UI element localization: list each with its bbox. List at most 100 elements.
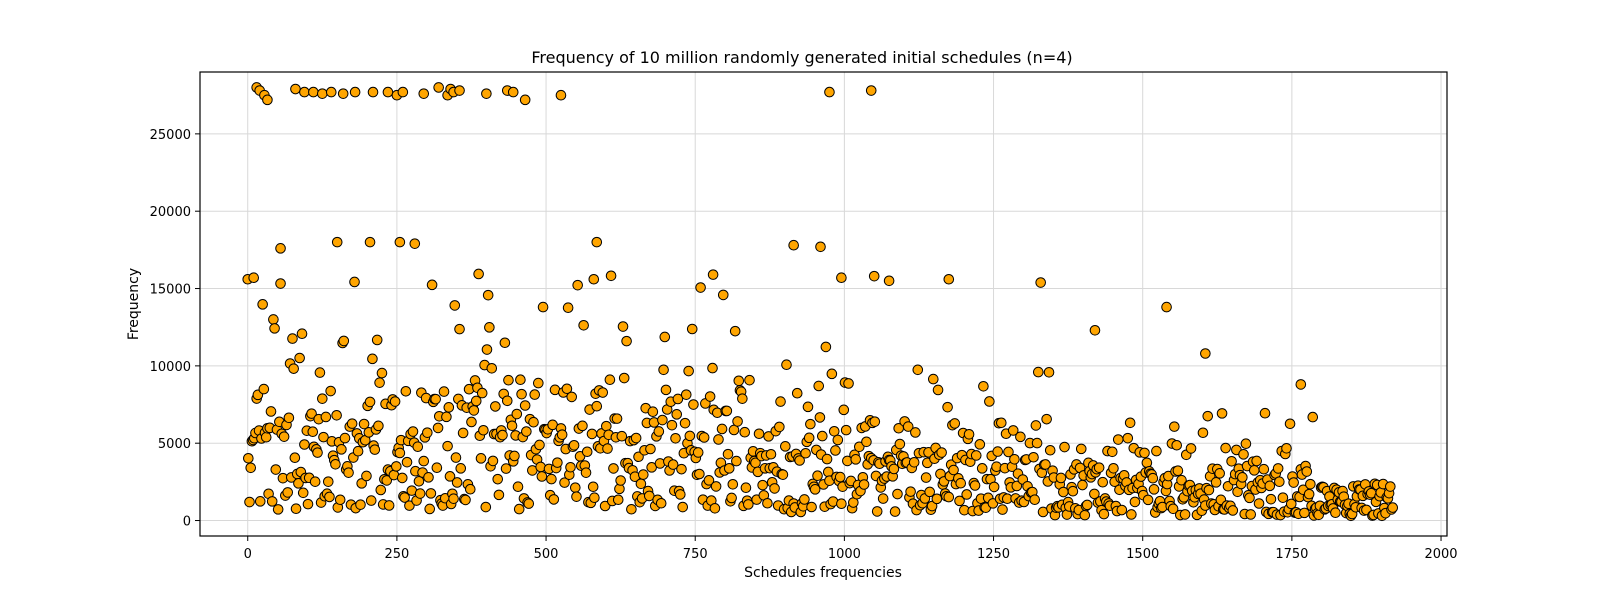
scatter-point [556,429,568,440]
scatter-point [861,436,872,448]
scatter-point [1285,498,1297,510]
scatter-point [686,323,698,335]
scatter-point [290,83,301,95]
scatter-point [1106,446,1118,458]
scatter-point [828,425,840,437]
scatter-point [1185,443,1197,454]
scatter-point [727,478,739,490]
scatter-point [325,385,336,397]
scatter-point [729,325,741,337]
scatter-point [1126,509,1137,520]
scatter-point [813,380,825,392]
scatter-point [536,471,548,482]
scatter-point [688,399,699,410]
scatter-point [679,417,691,429]
scatter-point [955,477,967,489]
scatter-point [364,236,376,248]
scatter-point [487,455,499,467]
scatter-point [449,300,461,311]
scatter-point [657,414,668,426]
scatter-point [309,476,321,487]
scatter-point [633,451,644,463]
scatter-point [457,427,469,439]
y-tick-label: 0 [183,515,191,530]
scatter-point [511,408,523,420]
scatter-point [1003,446,1014,458]
scatter-point [1029,494,1041,505]
scatter-point [265,406,277,417]
scatter-point [817,430,828,442]
scatter-point [367,353,378,365]
scatter-point [244,496,255,508]
scatter-point [677,501,688,513]
scatter-point [382,86,394,98]
scatter-point [365,495,377,506]
scatter-point [1264,480,1276,492]
scatter-point [1265,493,1277,505]
scatter-point [1245,509,1257,520]
scatter-point [308,86,319,98]
x-axis-label: Schedules frequencies [744,565,902,581]
scatter-point [506,420,518,432]
scatter-point [331,236,343,248]
scatter-point [963,428,975,440]
scatter-point [367,86,379,98]
scatter-point [320,411,332,423]
scatter-point [840,424,852,436]
scatter-point [1295,379,1307,390]
scatter-point [794,455,805,466]
scatter-point [698,432,710,443]
scatter-point [512,481,524,493]
scatter-point [865,85,877,96]
scatter-point [830,445,841,456]
scatter-point [473,268,484,280]
scatter-point [703,475,715,486]
scatter-point [269,323,280,334]
scatter-point [266,496,278,507]
scatter-point [1226,455,1237,467]
scatter-point [394,447,406,459]
scatter-point [615,475,626,486]
scatter-point [424,503,436,515]
scatter-point [850,454,862,465]
scatter-point [820,341,832,353]
scatter-point [737,393,748,404]
scatter-point [984,396,995,407]
scatter-point [774,421,785,433]
scatter-point [618,372,630,384]
scatter-point [521,426,532,437]
scatter-point [740,482,752,494]
scatter-point [243,452,254,464]
scatter-point [1044,444,1056,456]
scatter-point [655,497,667,509]
scatter-point [443,402,455,413]
scatter-point [731,455,742,467]
scatter-point [314,367,326,378]
scatter-point [1059,441,1070,453]
scatter-point [1122,432,1134,444]
scatter-point [470,395,482,407]
scatter-point [529,389,541,400]
scatter-point [602,443,613,454]
scatter-point [355,499,366,510]
scatter-point [1167,503,1179,515]
scatter-point [288,363,299,374]
scatter-point [936,447,947,458]
x-tick-label: 2000 [1424,547,1457,562]
scatter-point [800,447,811,459]
scatter-point [621,335,632,347]
scatter-point [426,279,438,291]
scatter-point [1030,420,1042,431]
x-tick-label: 0 [244,547,252,562]
scatter-point [802,401,814,413]
scatter-point [516,388,527,400]
y-tick-label: 25000 [150,128,191,143]
scatter-point [270,464,282,475]
scatter-point [312,447,323,458]
scatter-point [838,404,850,416]
scatter-point [1307,411,1319,423]
scatter-point [480,501,492,513]
scatter-point [924,486,936,498]
scatter-point [905,486,916,497]
scatter-point [389,396,401,407]
